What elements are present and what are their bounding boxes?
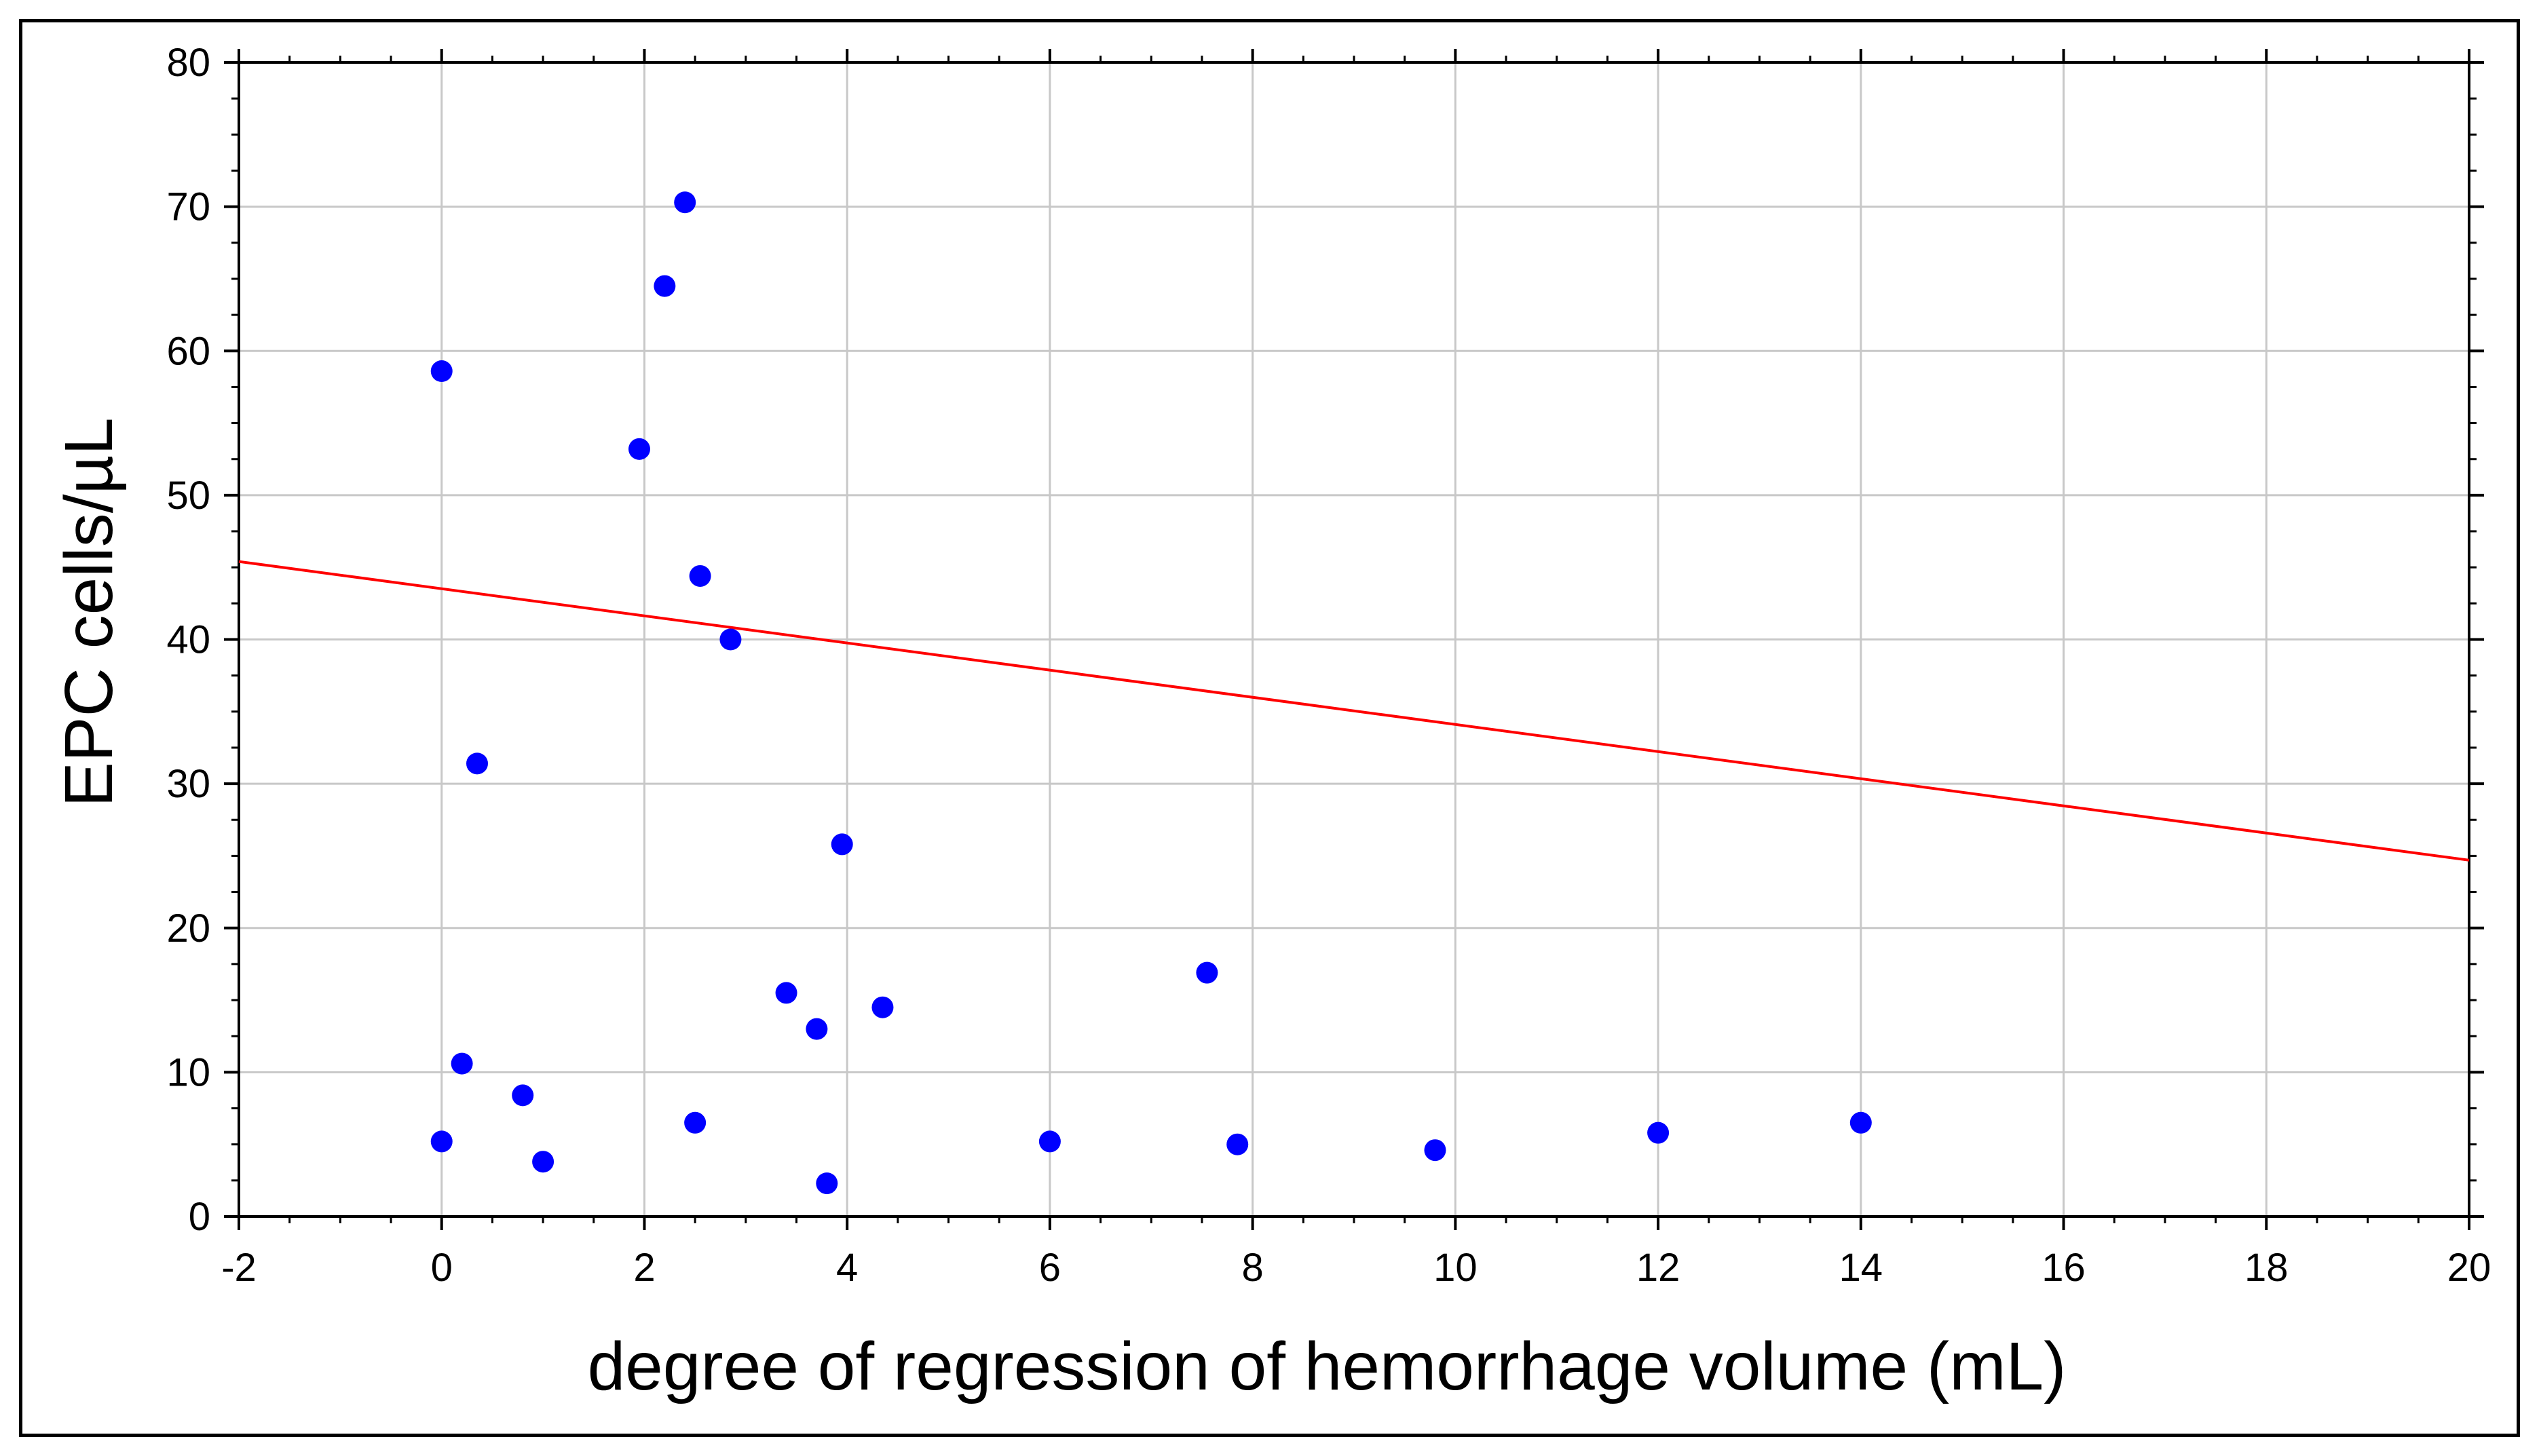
data-points <box>430 191 1872 1195</box>
x-tick-label: 16 <box>2042 1246 2086 1290</box>
y-tick-label: 50 <box>166 474 210 518</box>
x-tick-label: 6 <box>1039 1246 1061 1290</box>
chart-frame <box>19 19 2520 1437</box>
y-tick-label: 30 <box>166 762 210 806</box>
data-point <box>1038 1130 1061 1153</box>
x-tick-label: 20 <box>2447 1246 2491 1290</box>
data-point <box>430 1130 453 1153</box>
data-point <box>831 833 853 856</box>
data-point <box>512 1084 534 1107</box>
data-point <box>451 1052 473 1075</box>
y-tick-label: 60 <box>166 329 210 373</box>
data-point <box>816 1172 838 1195</box>
y-tick-labels: 0 10 20 30 40 50 60 70 80 <box>166 41 210 1239</box>
x-tick-label: 18 <box>2244 1246 2289 1290</box>
data-point <box>654 275 676 297</box>
data-point <box>430 360 453 383</box>
data-point <box>719 628 742 651</box>
x-tick-labels: -2 0 2 4 6 8 10 12 14 16 18 20 <box>221 1246 2491 1290</box>
y-tick-label: 80 <box>166 41 210 85</box>
data-point <box>1196 961 1218 984</box>
x-tick-label: -2 <box>221 1246 257 1290</box>
y-tick-label: 70 <box>166 185 210 229</box>
x-tick-label: 14 <box>1839 1246 1883 1290</box>
data-point <box>1849 1111 1872 1134</box>
y-axis-title: EPC cells/µL <box>51 417 127 807</box>
data-point <box>532 1151 554 1173</box>
x-tick-label: 10 <box>1433 1246 1478 1290</box>
x-tick-label: 12 <box>1636 1246 1680 1290</box>
data-point <box>466 752 489 775</box>
data-point <box>684 1111 707 1134</box>
data-point <box>674 191 696 214</box>
data-point <box>806 1018 828 1040</box>
y-tick-label: 0 <box>189 1195 210 1239</box>
regression-line <box>238 560 2470 862</box>
data-point <box>1647 1122 1670 1144</box>
data-point <box>689 564 711 587</box>
axis-ticks <box>224 49 2484 1230</box>
grid-lines <box>239 62 2469 1216</box>
x-tick-label: 4 <box>836 1246 858 1290</box>
data-point <box>1226 1133 1249 1155</box>
data-point <box>871 996 894 1018</box>
data-point <box>628 438 650 460</box>
data-point <box>1424 1139 1446 1162</box>
x-tick-label: 8 <box>1242 1246 1264 1290</box>
y-tick-label: 40 <box>166 618 210 662</box>
y-tick-label: 20 <box>166 906 210 951</box>
x-tick-label: 2 <box>633 1246 655 1290</box>
x-tick-label: 0 <box>431 1246 453 1290</box>
data-point <box>775 982 797 1004</box>
x-axis-title: degree of regression of hemorrhage volum… <box>588 1328 2067 1404</box>
y-tick-label: 10 <box>166 1050 210 1094</box>
